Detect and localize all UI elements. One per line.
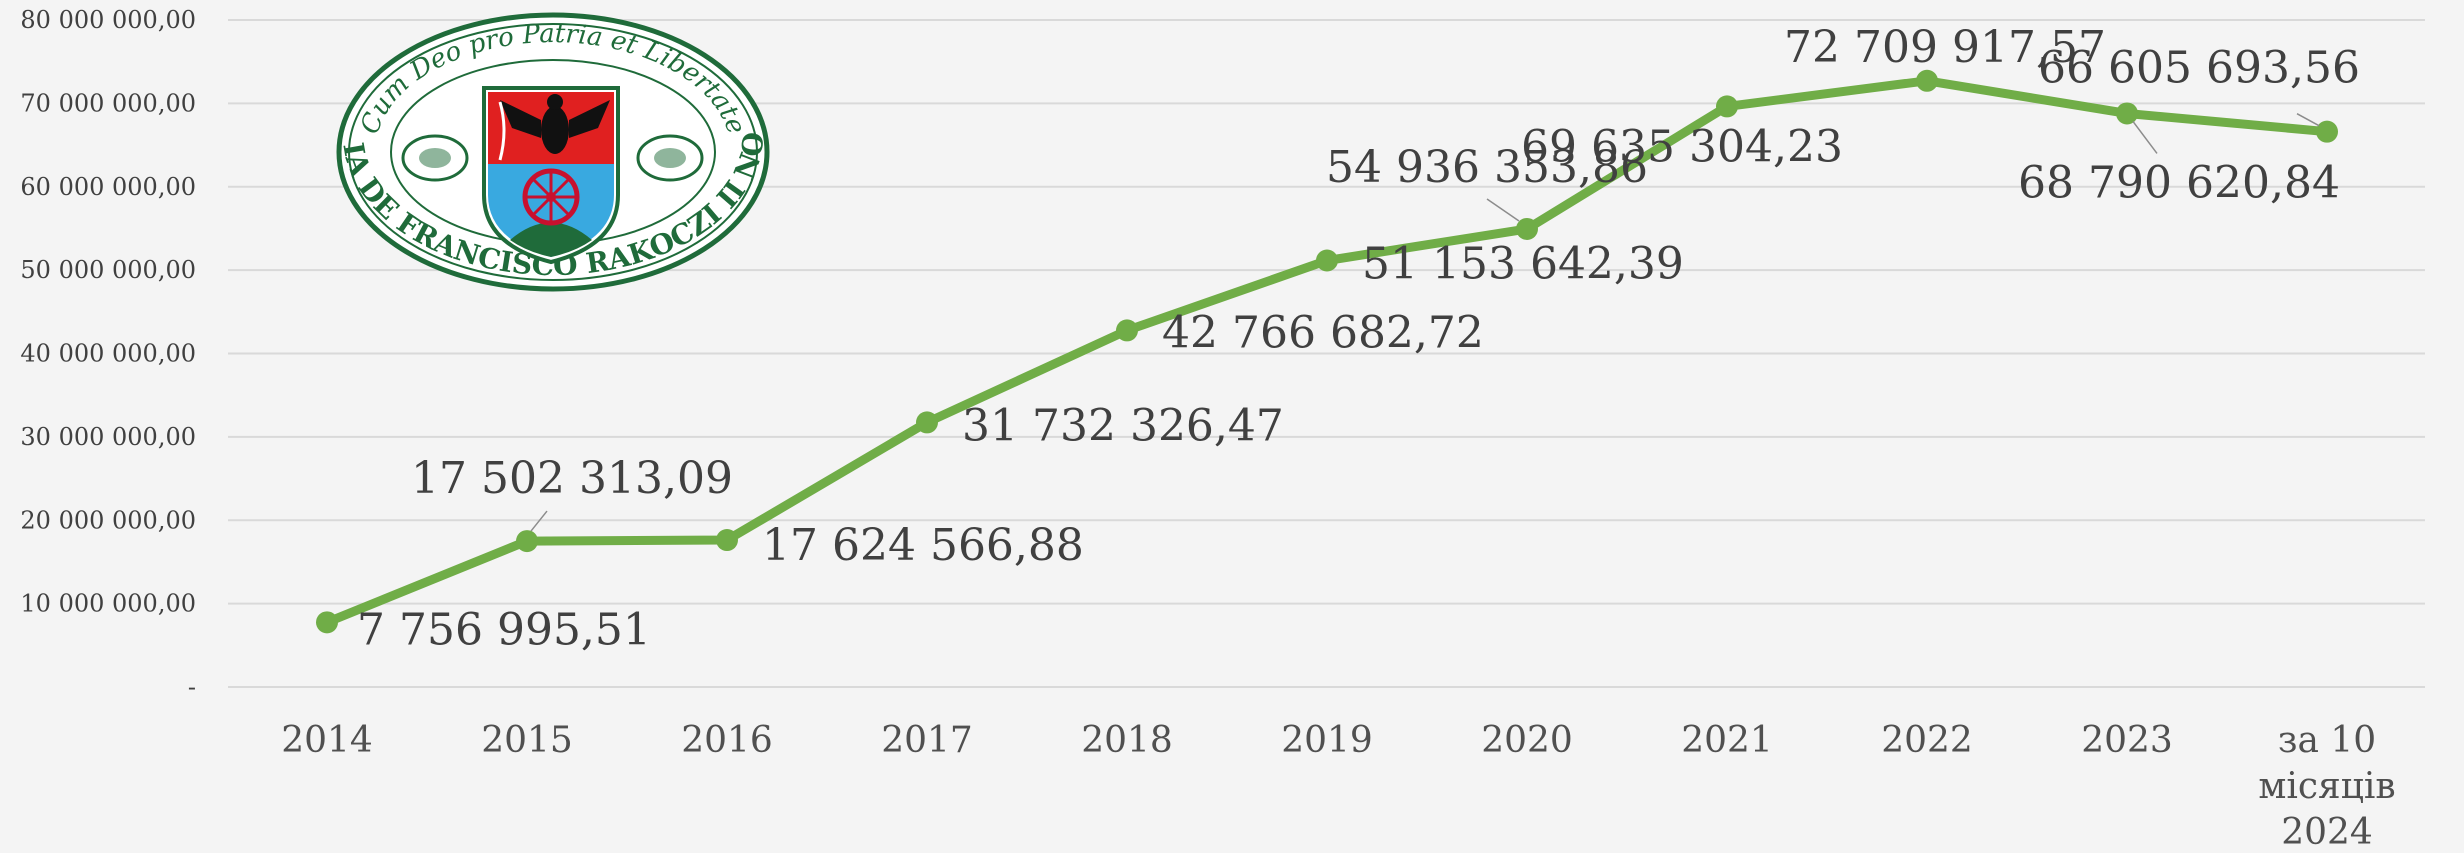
x-tick-label: 2023 <box>2081 720 2173 761</box>
data-point <box>2116 102 2138 125</box>
y-tick-label: 40 000 000,00 <box>20 340 196 368</box>
x-tick-label: 2017 <box>881 720 973 761</box>
seal-shield <box>482 86 620 265</box>
data-point <box>516 530 538 553</box>
data-point <box>916 411 938 434</box>
y-tick-label: 10 000 000,00 <box>20 590 196 618</box>
y-tick-label: 70 000 000,00 <box>20 89 196 117</box>
data-label: 42 766 682,72 <box>1162 307 1484 358</box>
data-label: 7 756 995,51 <box>357 604 651 655</box>
data-label: 69 635 304,23 <box>1521 121 1843 172</box>
data-label: 17 624 566,88 <box>762 520 1084 571</box>
x-tick-label: 2022 <box>1881 720 1973 761</box>
leader-line <box>2296 113 2320 127</box>
y-axis-tick-labels: - 10 000 000,00 20 000 000,00 30 000 000,00… <box>20 6 196 701</box>
data-label: 51 153 642,39 <box>1362 239 1684 290</box>
y-tick-label: 20 000 000,00 <box>20 506 196 534</box>
data-label: 68 790 620,84 <box>2018 157 2340 208</box>
wheel-icon <box>522 168 580 226</box>
seal-ornament-right <box>636 134 704 182</box>
seal-ornament-left <box>401 134 469 182</box>
data-point <box>1316 249 1338 272</box>
x-axis-tick-labels: 2014 2015 2016 2017 2018 2019 2020 2021 2022 2023… <box>281 720 2395 853</box>
data-point <box>1516 217 1538 240</box>
y-tick-label: - <box>188 673 196 701</box>
y-tick-label: 60 000 000,00 <box>20 173 196 201</box>
leader-line <box>1486 198 1520 222</box>
x-tick-label: 2014 <box>281 720 373 761</box>
data-point <box>1916 69 1938 92</box>
data-series <box>316 69 2338 634</box>
eagle-icon <box>500 94 610 154</box>
data-label: 17 502 313,09 <box>411 453 733 504</box>
y-tick-label: 50 000 000,00 <box>20 256 196 284</box>
data-label: 54 936 353,86 <box>1326 142 1648 193</box>
data-point <box>2316 120 2338 143</box>
x-tick-label: 2020 <box>1481 720 1573 761</box>
academy-seal-logo: Cum Deo pro Patria et Libertate ACADEMIA… <box>0 0 771 292</box>
data-label: 66 605 693,56 <box>2038 43 2360 94</box>
data-point <box>1116 319 1138 342</box>
data-point <box>316 611 338 634</box>
x-tick-label: 2018 <box>1081 720 1173 761</box>
x-tick-label: 2016 <box>681 720 773 761</box>
data-point <box>1716 95 1738 118</box>
x-tick-label: 2021 <box>1681 720 1773 761</box>
x-tick-label: 2015 <box>481 720 573 761</box>
x-tick-label: за 10 місяців 2024 <box>2258 720 2395 853</box>
data-point <box>716 529 738 552</box>
y-tick-label: 80 000 000,00 <box>20 6 196 34</box>
y-tick-label: 30 000 000,00 <box>20 423 196 451</box>
leader-line <box>2132 121 2158 154</box>
x-tick-label: 2019 <box>1281 720 1373 761</box>
data-labels: 7 756 995,51 17 502 313,09 17 624 566,88 31… <box>357 22 2360 656</box>
leader-line <box>530 510 548 532</box>
data-label: 72 709 917,57 <box>1784 22 2106 73</box>
data-label: 31 732 326,47 <box>962 400 1284 451</box>
